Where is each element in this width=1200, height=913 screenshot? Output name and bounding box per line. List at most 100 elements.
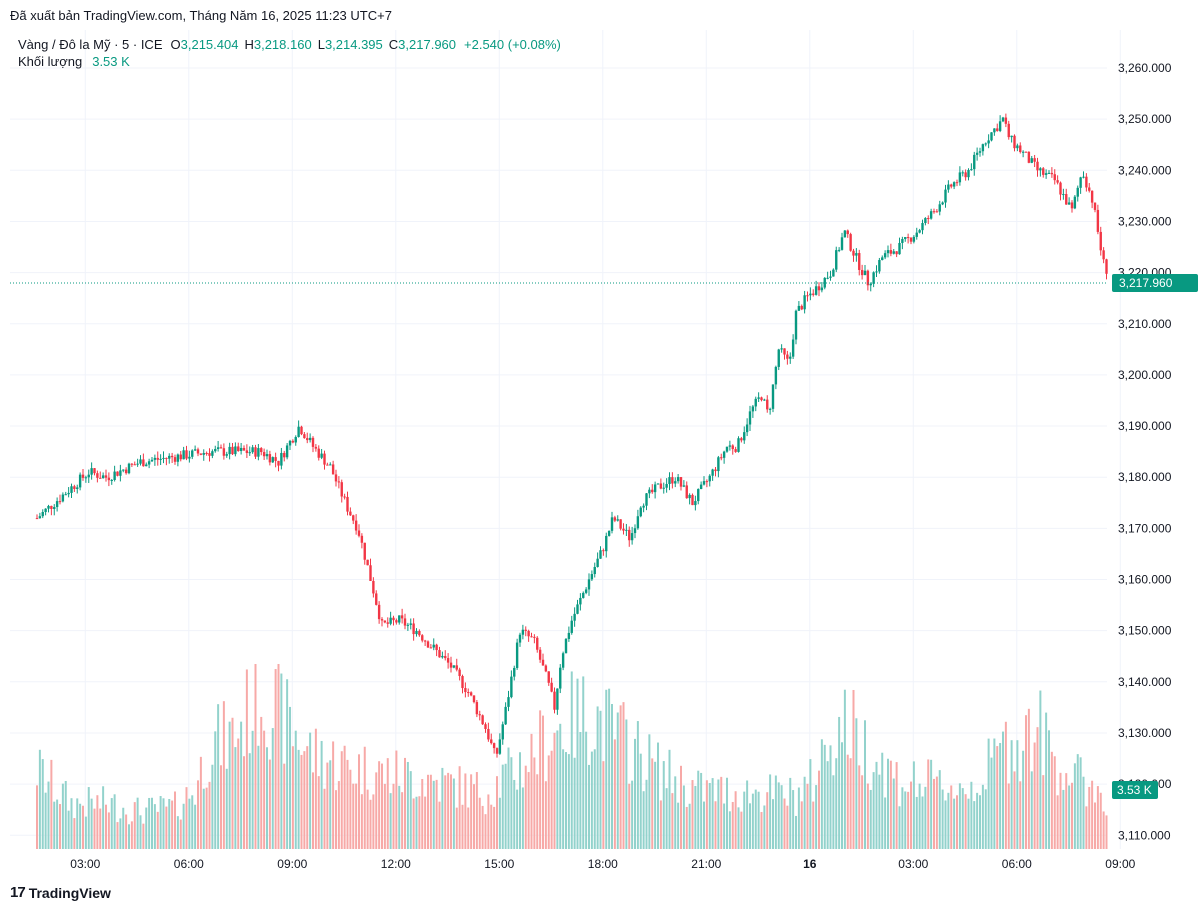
candle-body xyxy=(38,516,42,519)
price-chart[interactable]: 3,260.0003,250.0003,240.0003,230.0003,22… xyxy=(0,30,1200,877)
candle-body xyxy=(173,457,177,462)
candle-body xyxy=(679,477,683,487)
chart-frame[interactable]: 3,260.000 3,250.000 3,240.000 3,230.000 3,22… xyxy=(0,30,1200,877)
candle-body xyxy=(846,230,849,235)
volume-bar xyxy=(498,797,501,849)
volume-bar xyxy=(769,774,772,849)
volume-bar xyxy=(145,807,148,849)
candle-body xyxy=(921,223,924,231)
volume-bar xyxy=(677,802,680,849)
volume-bar xyxy=(774,775,777,849)
volume-bar xyxy=(789,777,792,849)
volume-bar xyxy=(993,738,996,849)
volume-bar xyxy=(1036,727,1039,849)
y-tick-label: 3,240.000 xyxy=(1118,163,1172,177)
volume-bar xyxy=(889,760,892,849)
candle-body xyxy=(533,636,536,638)
symbol-label[interactable]: Vàng / Đô la Mỹ · 5 · ICE xyxy=(18,37,163,52)
volume-bar xyxy=(895,762,898,849)
candle-body xyxy=(607,530,611,536)
volume-bar xyxy=(355,783,358,849)
candle-body xyxy=(958,172,962,183)
candle-body xyxy=(222,448,226,456)
candle-body xyxy=(130,463,134,465)
volume-bar xyxy=(1050,751,1053,849)
candle-body xyxy=(763,399,766,401)
candle-body xyxy=(455,665,458,670)
candle-body xyxy=(395,620,398,623)
y-tick-label: 3,230.000 xyxy=(1118,214,1172,228)
volume-bar xyxy=(734,791,737,849)
volume-label[interactable]: Khối lượng xyxy=(18,54,83,69)
x-tick-label: 03:00 xyxy=(898,857,928,871)
volume-bar xyxy=(697,770,700,849)
volume-bar xyxy=(504,763,507,849)
candle-body xyxy=(737,438,740,452)
volume-bar xyxy=(576,678,579,849)
volume-bar xyxy=(174,791,176,849)
volume-bar xyxy=(510,757,513,849)
volume-bar xyxy=(1102,811,1105,849)
candle-body xyxy=(639,507,642,517)
volume-bar xyxy=(628,783,631,849)
y-tick-label: 3,260.000 xyxy=(1118,61,1172,75)
volume-bar xyxy=(772,799,774,849)
volume-bar xyxy=(56,799,59,849)
volume-bar xyxy=(159,796,162,849)
volume-bar xyxy=(406,761,409,849)
candle-body xyxy=(274,457,277,461)
candle-body xyxy=(751,406,755,412)
candle-body xyxy=(642,505,645,508)
candle-body xyxy=(929,211,933,219)
candle-body xyxy=(231,446,234,455)
candle-body xyxy=(967,169,970,178)
candle-body xyxy=(814,286,818,295)
candle-body xyxy=(403,618,407,626)
volume-bar xyxy=(780,785,783,849)
tradingview-logo[interactable]: 17 TradingView xyxy=(10,884,111,901)
candle-body xyxy=(498,739,502,754)
candle-body xyxy=(1016,145,1019,149)
volume-bar xyxy=(976,792,979,849)
candle-body xyxy=(998,121,1002,131)
volume-bar xyxy=(688,803,691,849)
volume-bar xyxy=(642,791,645,849)
candle-body xyxy=(323,453,326,465)
candle-body xyxy=(556,688,559,710)
candle-body xyxy=(504,706,507,725)
volume-bar xyxy=(335,790,337,849)
volume-bar xyxy=(240,721,243,849)
candle-body xyxy=(179,454,182,460)
volume-bar xyxy=(156,811,159,849)
volume-bar xyxy=(1068,785,1071,849)
candle-body xyxy=(1085,176,1088,188)
volume-bar xyxy=(493,806,496,849)
volume-bar xyxy=(119,818,122,849)
candle-body xyxy=(515,642,519,668)
candle-body xyxy=(1096,209,1100,232)
volume-bar xyxy=(852,689,855,849)
volume-bar xyxy=(1030,771,1033,849)
volume-bar xyxy=(662,761,665,849)
candle-body xyxy=(645,493,648,506)
volume-bar xyxy=(921,796,924,849)
candle-body xyxy=(872,272,875,284)
candle-body xyxy=(73,486,76,489)
candle-body xyxy=(202,452,205,455)
volume-bar xyxy=(533,757,536,849)
volume-bar xyxy=(996,746,999,849)
volume-bar xyxy=(378,761,381,849)
y-tick-label: 3,190.000 xyxy=(1118,419,1172,433)
volume-bar xyxy=(496,776,498,849)
candle-body xyxy=(469,692,473,696)
candle-body xyxy=(955,182,959,184)
candle-body xyxy=(918,230,921,233)
volume-bar xyxy=(429,774,432,849)
candle-body xyxy=(93,468,96,474)
candle-body xyxy=(927,218,930,220)
volume-bar xyxy=(176,816,179,849)
candle-body xyxy=(35,518,39,520)
volume-bar xyxy=(1010,740,1013,849)
volume-bar xyxy=(766,792,769,849)
published-caption: Đã xuất bản TradingView.com, Tháng Năm 1… xyxy=(10,8,392,23)
